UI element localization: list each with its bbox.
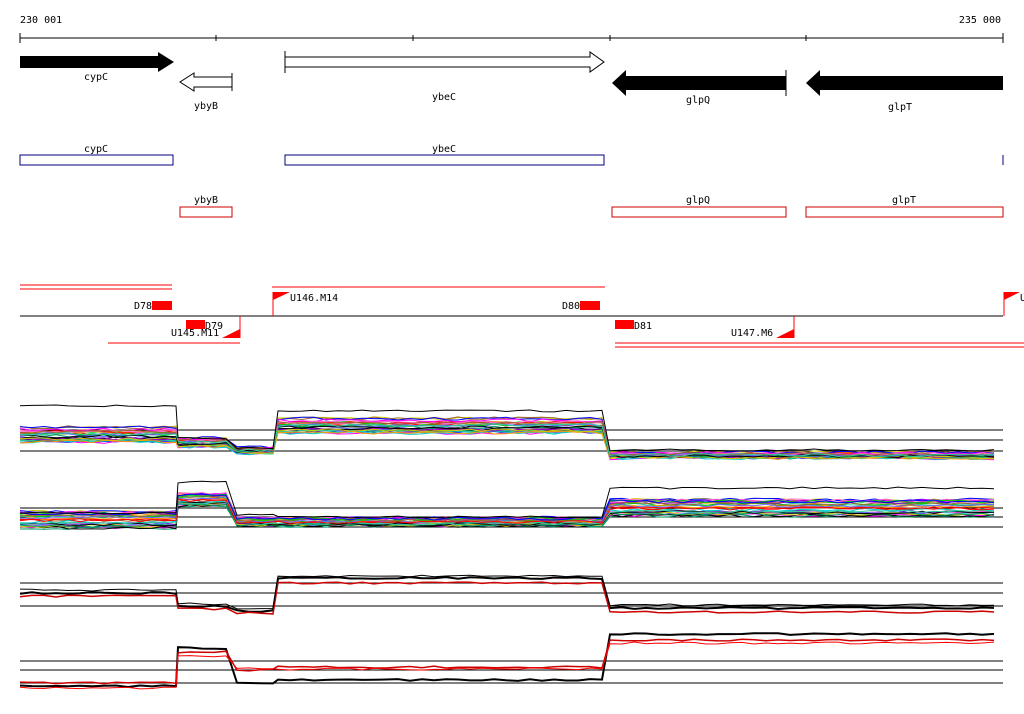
transcription-unit-label-u147: U147.M6 bbox=[731, 328, 773, 339]
coordinate-ruler: 230 001 235 000 bbox=[19, 15, 1004, 43]
promoter-flag-u145[interactable] bbox=[222, 316, 241, 338]
expression-trace bbox=[19, 641, 995, 690]
expression-trace bbox=[19, 574, 995, 610]
ruler-start-label: 230 001 bbox=[20, 15, 62, 26]
annotation-label-cypc: cypC bbox=[84, 144, 108, 155]
promoter-flag-u147[interactable] bbox=[776, 316, 795, 338]
annotation-box-glpq[interactable] bbox=[611, 206, 787, 218]
segment-d81[interactable] bbox=[615, 320, 634, 329]
annotation-label-ybyb: ybyB bbox=[194, 195, 218, 206]
promoter-flag-u146[interactable] bbox=[272, 292, 290, 316]
promoter-flag-edge[interactable] bbox=[1003, 292, 1020, 316]
gene-glpq[interactable]: glpQ bbox=[612, 70, 787, 106]
annotation-label-glpt: glpT bbox=[892, 195, 916, 206]
annotation-label-glpq: glpQ bbox=[686, 195, 710, 206]
segment-track: D78 D79 D80 D81 U146.M14 U145.M11 U147.M… bbox=[20, 284, 1024, 348]
ruler-end-label: 235 000 bbox=[959, 15, 1001, 26]
expression-lines-panel-2 bbox=[19, 480, 995, 530]
annotation-box-ybyb[interactable] bbox=[179, 206, 233, 218]
segment-label-d79: D79 bbox=[205, 321, 223, 332]
transcription-unit-label-u145: U145.M11 bbox=[171, 328, 219, 339]
segment-label-d81: D81 bbox=[634, 321, 652, 332]
expression-lines-panel-3 bbox=[19, 574, 995, 615]
gene-label-ybyb: ybyB bbox=[194, 101, 218, 112]
annotation-label-ybec: ybeC bbox=[432, 144, 456, 155]
expression-lines-panel-4 bbox=[19, 632, 995, 690]
gene-label-ybec: ybeC bbox=[432, 92, 456, 103]
segment-d80[interactable] bbox=[580, 301, 600, 310]
expression-lines-panel-1 bbox=[19, 404, 995, 461]
expression-trace bbox=[19, 493, 995, 521]
segment-label-d78: D78 bbox=[134, 301, 152, 312]
expression-trace bbox=[19, 581, 995, 615]
expression-panel-1 bbox=[19, 404, 1003, 461]
annotation-box-glpt[interactable] bbox=[805, 206, 1004, 218]
transcription-unit-label-edge: U bbox=[1020, 293, 1024, 304]
expression-trace bbox=[19, 576, 995, 613]
annotation-track-forward: cypC ybeC bbox=[19, 144, 1004, 166]
transcription-unit-label-u146: U146.M14 bbox=[290, 293, 338, 304]
expression-panel-2 bbox=[19, 480, 1003, 530]
gene-label-glpq: glpQ bbox=[686, 95, 710, 106]
expression-trace bbox=[19, 480, 995, 519]
gene-glpt[interactable]: glpT bbox=[806, 70, 1003, 113]
expression-trace bbox=[19, 404, 995, 452]
expression-panel-3 bbox=[19, 574, 1003, 615]
gene-ybec[interactable]: ybeC bbox=[284, 51, 605, 103]
segment-d78[interactable] bbox=[152, 301, 172, 310]
annotation-track-reverse: ybyB glpQ glpT bbox=[179, 195, 1004, 218]
segment-label-d80: D80 bbox=[562, 301, 580, 312]
segment-d79[interactable] bbox=[186, 320, 205, 329]
gene-label-glpt: glpT bbox=[888, 102, 912, 113]
expression-trace bbox=[19, 423, 995, 458]
gene-arrow-track: cypC ybyB ybeC glpQ glpT bbox=[20, 51, 1003, 113]
expression-panel-4 bbox=[19, 632, 1003, 690]
gene-label-cypc: cypC bbox=[84, 72, 108, 83]
gene-ybyb[interactable]: ybyB bbox=[179, 72, 233, 112]
annotation-box-ybec[interactable] bbox=[284, 154, 605, 166]
gene-cypc[interactable]: cypC bbox=[20, 52, 174, 83]
annotation-box-cypc[interactable] bbox=[19, 154, 174, 166]
